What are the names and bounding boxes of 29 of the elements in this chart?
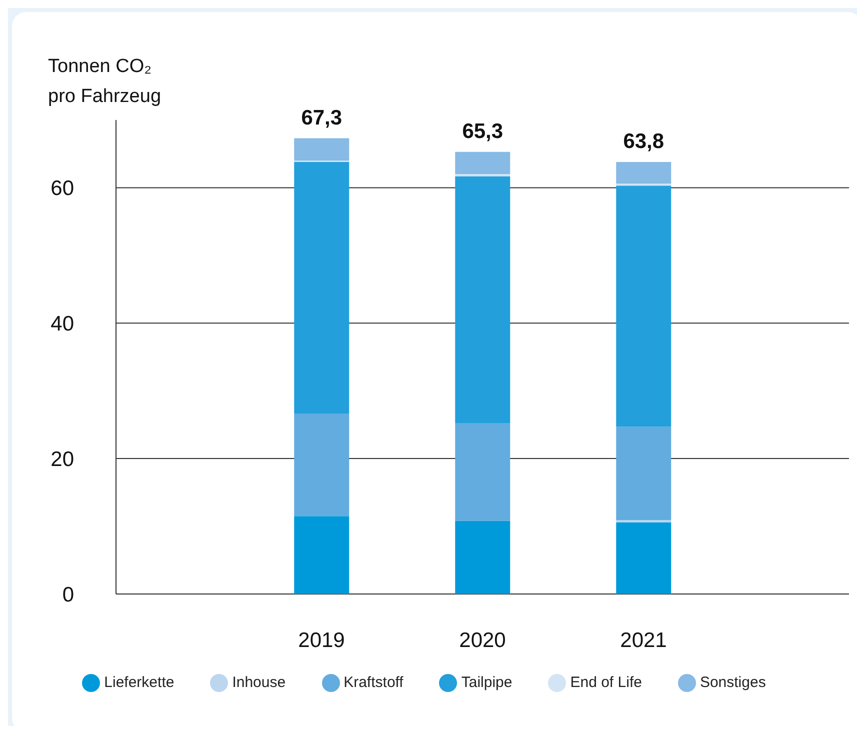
bar bbox=[616, 522, 672, 594]
bar bbox=[455, 152, 510, 174]
bar bbox=[455, 520, 510, 594]
bar bbox=[294, 414, 350, 516]
bar bbox=[455, 423, 510, 521]
bar bbox=[455, 176, 510, 424]
y-tick-label: 60 bbox=[50, 177, 74, 200]
bar bbox=[294, 162, 350, 414]
bar bbox=[294, 138, 350, 161]
y-tick-label: 20 bbox=[50, 448, 74, 472]
y-tick-label: 0 bbox=[62, 583, 74, 606]
bar bbox=[616, 186, 672, 427]
legend-label: Lieferkette bbox=[104, 674, 174, 691]
legend-label: Tailpipe bbox=[461, 674, 512, 691]
legend-label: End of Life bbox=[570, 674, 642, 691]
y-axis-title: Tonnen CO₂ pro Fahrzeug bbox=[48, 55, 162, 109]
bar bbox=[616, 426, 672, 520]
total-label: 67,3 bbox=[301, 106, 342, 130]
x-tick-label: 2021 bbox=[620, 628, 667, 652]
legend-label: Sonstiges bbox=[700, 674, 766, 691]
legend-label: Inhouse bbox=[232, 674, 286, 691]
bar bbox=[616, 162, 672, 184]
total-label: 65,3 bbox=[462, 120, 504, 143]
total-label: 63,8 bbox=[623, 130, 664, 153]
bar bbox=[294, 516, 350, 594]
x-tick-label: 2020 bbox=[459, 628, 506, 652]
legend-label: Kraftstoff bbox=[344, 674, 404, 691]
y-tick-label: 40 bbox=[50, 312, 74, 336]
x-tick-label: 2019 bbox=[298, 628, 345, 652]
